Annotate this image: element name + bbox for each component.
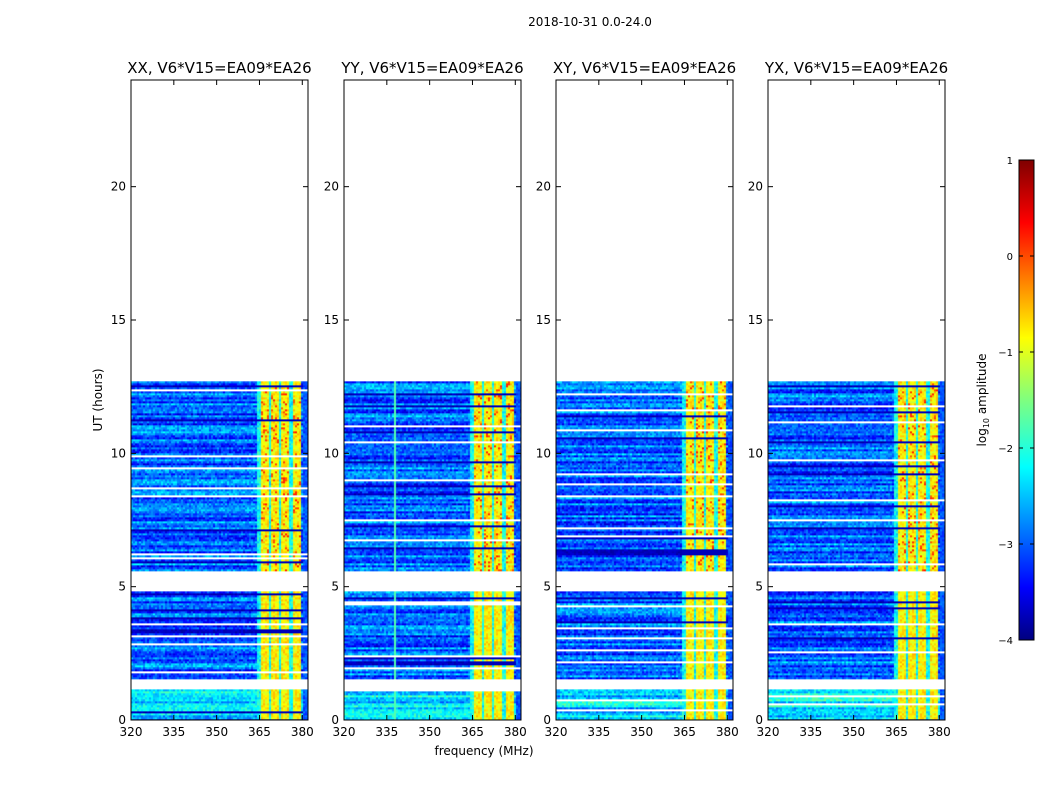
y-tick-label: 5 [331, 580, 339, 594]
x-tick-label: 320 [757, 725, 780, 739]
colorbar-gradient [1018, 159, 1035, 641]
x-tick-label: 350 [205, 725, 228, 739]
axes-frame-yx [767, 79, 946, 721]
x-tick-label: 350 [842, 725, 865, 739]
x-tick-label: 365 [673, 725, 696, 739]
y-tick-label: 15 [111, 313, 126, 327]
colorbar-tick-label: 0 [1007, 252, 1013, 263]
y-tick-label: 10 [748, 446, 763, 460]
axes-frame-yy [343, 79, 522, 721]
y-tick-label: 0 [543, 713, 551, 727]
y-tick-label: 15 [536, 313, 551, 327]
heatmap-xx [131, 381, 308, 721]
colorbar-tick-label: −4 [998, 636, 1013, 647]
y-tick-label: 20 [536, 180, 551, 194]
axes-frame-xy [555, 79, 734, 721]
x-tick-label: 335 [799, 725, 822, 739]
heatmap-yy [344, 381, 521, 721]
panel-title-yy: YY, V6*V15=EA09*EA26 [340, 59, 523, 77]
x-tick-label: 335 [587, 725, 610, 739]
x-tick-label: 335 [162, 725, 185, 739]
x-tick-label: 380 [928, 725, 951, 739]
y-tick-label: 5 [543, 580, 551, 594]
y-tick-label: 20 [111, 180, 126, 194]
x-tick-label: 380 [291, 725, 314, 739]
heatmap-xy [556, 381, 733, 721]
x-tick-label: 380 [716, 725, 739, 739]
x-axis-label: frequency (MHz) [434, 744, 533, 758]
y-tick-label: 15 [748, 313, 763, 327]
panel-title-xx: XX, V6*V15=EA09*EA26 [127, 59, 311, 77]
colorbar: 1 0 −1 −2 −3 −4 log10 amplitude [975, 156, 1035, 647]
y-tick-label: 5 [755, 580, 763, 594]
x-tick-label: 335 [375, 725, 398, 739]
y-tick-label: 15 [324, 313, 339, 327]
x-tick-label: 320 [120, 725, 143, 739]
y-axis-label: UT (hours) [91, 368, 105, 431]
y-tick-label: 5 [118, 580, 126, 594]
y-tick-label: 0 [118, 713, 126, 727]
colorbar-label: log10 amplitude [975, 354, 991, 447]
axes-frame-xx [130, 79, 309, 721]
x-tick-label: 320 [545, 725, 568, 739]
y-tick-label: 10 [111, 446, 126, 460]
panel-xx: XX, V6*V15=EA09*EA26 320 335 350 365 380 0 5 10 1… [111, 59, 314, 739]
x-tick-label: 350 [630, 725, 653, 739]
panels: XX, V6*V15=EA09*EA26 320 335 350 365 380 0 5 10 1… [111, 59, 951, 739]
y-tick-label: 10 [324, 446, 339, 460]
x-tick-label: 350 [418, 725, 441, 739]
x-tick-label: 365 [885, 725, 908, 739]
x-tick-label: 365 [248, 725, 271, 739]
colorbar-tick-label: −2 [998, 444, 1013, 455]
y-tick-label: 10 [536, 446, 551, 460]
y-tick-label: 20 [324, 180, 339, 194]
colorbar-tick-label: −3 [998, 540, 1013, 551]
y-tick-label: 0 [755, 713, 763, 727]
panel-xy: XY, V6*V15=EA09*EA26 320 335 350 365 380 0 5 10 1… [536, 59, 739, 739]
colorbar-tick-label: −1 [998, 348, 1013, 359]
x-tick-label: 380 [504, 725, 527, 739]
x-tick-label: 320 [333, 725, 356, 739]
x-tick-label: 365 [461, 725, 484, 739]
panel-yy: YY, V6*V15=EA09*EA26 320 335 350 365 380 0 5 10 1… [324, 59, 527, 739]
heatmap-yx [768, 381, 945, 721]
y-tick-label: 20 [748, 180, 763, 194]
panel-title-yx: YX, V6*V15=EA09*EA26 [764, 59, 948, 77]
y-tick-label: 0 [331, 713, 339, 727]
figure-suptitle: 2018-10-31 0.0-24.0 [528, 15, 652, 29]
colorbar-tick-label: 1 [1007, 156, 1013, 167]
panel-title-xy: XY, V6*V15=EA09*EA26 [553, 59, 736, 77]
colorbar-ticks: 1 0 −1 −2 −3 −4 [998, 156, 1034, 647]
panel-yx: YX, V6*V15=EA09*EA26 320 335 350 365 380 0 5 10 1… [748, 59, 951, 739]
